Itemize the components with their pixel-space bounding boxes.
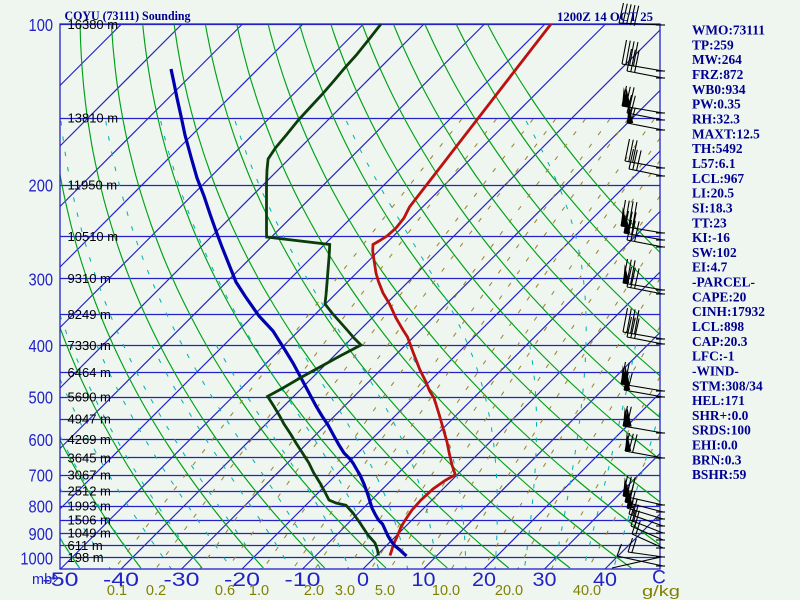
svg-text:30: 30 [533, 570, 557, 591]
svg-text:1506 m: 1506 m [68, 512, 111, 527]
svg-text:LFC:-1: LFC:-1 [692, 349, 734, 364]
svg-text:-20: -20 [224, 570, 260, 591]
svg-text:4947 m: 4947 m [68, 412, 111, 427]
svg-text:700: 700 [29, 466, 54, 486]
svg-text:CINH:17932: CINH:17932 [692, 304, 765, 319]
svg-text:MAXT:12.5: MAXT:12.5 [692, 126, 760, 141]
svg-text:HEL:171: HEL:171 [692, 393, 745, 408]
svg-text:BSHR:59: BSHR:59 [692, 467, 747, 482]
svg-text:0.6: 0.6 [215, 583, 235, 599]
svg-text:13810 m: 13810 m [68, 111, 119, 126]
svg-text:198 m: 198 m [68, 550, 104, 565]
svg-text:FRZ:872: FRZ:872 [692, 67, 744, 82]
svg-text:WMO:73111: WMO:73111 [692, 23, 765, 38]
svg-text:40: 40 [593, 570, 617, 591]
svg-text:LI:20.5: LI:20.5 [692, 186, 734, 201]
svg-text:SW:102: SW:102 [692, 245, 737, 260]
svg-text:10.0: 10.0 [432, 583, 460, 599]
svg-text:BRN:0.3: BRN:0.3 [692, 452, 742, 467]
svg-text:100: 100 [29, 15, 54, 35]
svg-text:SI:18.3: SI:18.3 [692, 200, 733, 215]
svg-text:-WIND-: -WIND- [692, 363, 739, 378]
svg-text:10510 m: 10510 m [68, 229, 119, 244]
svg-text:0: 0 [357, 570, 369, 591]
svg-text:C: C [652, 568, 666, 589]
svg-text:CAPE:20: CAPE:20 [692, 289, 747, 304]
svg-text:L57:6.1: L57:6.1 [692, 156, 736, 171]
svg-text:PW:0.35: PW:0.35 [692, 97, 741, 112]
svg-text:-PARCEL-: -PARCEL- [692, 275, 755, 290]
svg-text:200: 200 [29, 176, 54, 196]
svg-text:-30: -30 [164, 570, 200, 591]
svg-text:900: 900 [29, 524, 54, 544]
svg-text:1049 m: 1049 m [68, 526, 111, 541]
svg-text:-10: -10 [285, 570, 321, 591]
svg-text:WB0:934: WB0:934 [692, 82, 746, 97]
svg-text:7330 m: 7330 m [68, 338, 111, 353]
svg-text:16380 m: 16380 m [68, 17, 119, 32]
svg-text:4269 m: 4269 m [68, 432, 111, 447]
svg-text:SRDS:100: SRDS:100 [692, 423, 751, 438]
svg-text:CAP:20.3: CAP:20.3 [692, 334, 748, 349]
svg-text:20.0: 20.0 [495, 583, 523, 599]
svg-text:1.0: 1.0 [249, 583, 269, 599]
svg-text:1000: 1000 [20, 548, 53, 568]
svg-text:3.0: 3.0 [335, 583, 355, 599]
svg-text:20: 20 [472, 570, 496, 591]
svg-text:g/kg: g/kg [642, 583, 680, 600]
svg-text:EHI:0.0: EHI:0.0 [692, 438, 738, 453]
svg-text:11950 m: 11950 m [68, 177, 118, 192]
svg-text:600: 600 [29, 430, 54, 450]
svg-text:KI:-16: KI:-16 [692, 230, 730, 245]
svg-text:MW:264: MW:264 [692, 52, 742, 67]
svg-text:400: 400 [29, 336, 54, 356]
svg-text:0.2: 0.2 [146, 583, 166, 599]
svg-text:800: 800 [29, 497, 54, 517]
svg-text:2512 m: 2512 m [68, 483, 111, 498]
svg-text:3645 m: 3645 m [68, 450, 111, 465]
svg-text:8249 m: 8249 m [68, 307, 111, 322]
svg-text:-50: -50 [43, 570, 79, 591]
svg-text:STM:308/34: STM:308/34 [692, 378, 763, 393]
svg-text:5690 m: 5690 m [68, 390, 111, 405]
svg-text:TH:5492: TH:5492 [692, 141, 743, 156]
svg-text:EI:4.7: EI:4.7 [692, 260, 728, 275]
svg-text:TP:259: TP:259 [692, 37, 734, 52]
svg-text:300: 300 [29, 269, 54, 289]
svg-text:10: 10 [412, 570, 436, 591]
svg-text:-40: -40 [103, 570, 139, 591]
svg-text:611 m: 611 m [68, 538, 103, 553]
svg-text:mb: mb [32, 572, 52, 588]
svg-text:LCL:898: LCL:898 [692, 319, 744, 334]
svg-text:LCL:967: LCL:967 [692, 171, 744, 186]
svg-text:SHR+:0.0: SHR+:0.0 [692, 408, 749, 423]
svg-text:40.0: 40.0 [573, 583, 601, 599]
svg-text:3067 m: 3067 m [68, 467, 111, 482]
svg-text:1993 m: 1993 m [68, 498, 111, 513]
svg-text:RH:32.3: RH:32.3 [692, 112, 740, 127]
svg-text:6464 m: 6464 m [68, 365, 111, 380]
svg-text:500: 500 [29, 388, 54, 408]
svg-text:COYU (73111) Sounding: COYU (73111) Sounding [65, 9, 192, 23]
svg-text:TT:23: TT:23 [692, 215, 727, 230]
svg-text:5.0: 5.0 [375, 583, 395, 599]
svg-text:1200Z 14 OCT 25: 1200Z 14 OCT 25 [557, 10, 653, 24]
svg-text:9310 m: 9310 m [68, 271, 111, 286]
svg-text:0.1: 0.1 [107, 583, 127, 599]
svg-text:2.0: 2.0 [304, 583, 324, 599]
